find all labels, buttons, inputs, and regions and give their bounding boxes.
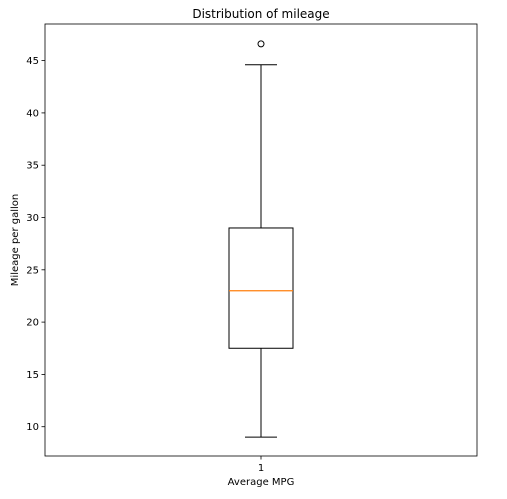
y-axis-title: Mileage per gallon (10, 194, 21, 286)
y-tick-label: 15 (26, 370, 39, 381)
x-tick-label: 1 (258, 463, 264, 474)
iqr-box (228, 227, 294, 349)
y-tick-label: 40 (26, 108, 39, 119)
chart-title: Distribution of mileage (192, 7, 329, 21)
box-group (228, 40, 294, 438)
y-tick-label: 20 (26, 318, 39, 329)
outlier-point (257, 40, 265, 48)
y-tick-label: 30 (26, 213, 39, 224)
x-axis: 1 (258, 456, 264, 474)
y-tick-label: 10 (26, 422, 39, 433)
x-axis-title: Average MPG (228, 477, 295, 488)
y-tick-label: 35 (26, 161, 39, 172)
y-tick-label: 45 (26, 56, 39, 67)
y-tick-label: 25 (26, 265, 39, 276)
y-axis: 10 15 20 25 30 35 40 45 (26, 56, 45, 433)
